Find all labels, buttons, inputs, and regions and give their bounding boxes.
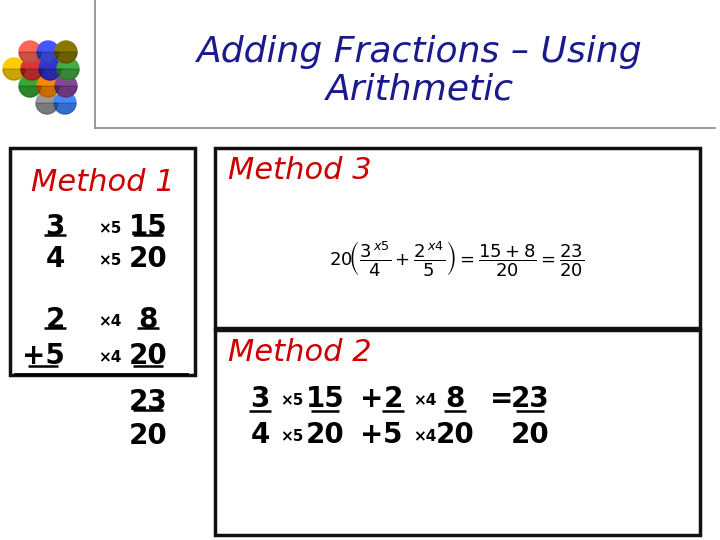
Text: Method 1: Method 1 [31, 168, 175, 197]
Text: ×4: ×4 [413, 429, 436, 444]
Wedge shape [19, 52, 41, 63]
Wedge shape [3, 69, 25, 80]
Text: ×4: ×4 [98, 350, 122, 365]
Text: 8: 8 [445, 385, 464, 413]
Text: +5: +5 [22, 342, 64, 370]
Circle shape [36, 92, 58, 114]
Circle shape [19, 41, 41, 63]
Text: 20: 20 [129, 422, 167, 450]
Circle shape [3, 58, 25, 80]
Circle shape [55, 75, 77, 97]
Text: +: + [360, 385, 383, 413]
Text: Method 3: Method 3 [228, 156, 372, 185]
FancyBboxPatch shape [10, 148, 195, 375]
Text: ×5: ×5 [280, 429, 303, 444]
FancyBboxPatch shape [215, 148, 700, 328]
Text: 20: 20 [129, 245, 167, 273]
Wedge shape [55, 86, 77, 97]
Wedge shape [37, 86, 59, 97]
Text: 2: 2 [383, 385, 402, 413]
Text: 3: 3 [251, 385, 270, 413]
Text: ×5: ×5 [98, 221, 122, 236]
Text: 20: 20 [305, 421, 344, 449]
Text: +: + [360, 421, 383, 449]
Text: 2: 2 [45, 306, 65, 334]
Circle shape [37, 41, 59, 63]
Text: 20: 20 [510, 421, 549, 449]
Text: 23: 23 [129, 388, 167, 416]
Text: $20\!\left(\dfrac{3^{\,x5}}{4}+\dfrac{2^{\,x4}}{5}\right)=\dfrac{15+8}{20}=\dfra: $20\!\left(\dfrac{3^{\,x5}}{4}+\dfrac{2^… [330, 239, 585, 278]
FancyBboxPatch shape [215, 330, 700, 535]
Text: ×4: ×4 [413, 393, 436, 408]
Wedge shape [21, 69, 43, 80]
Text: 8: 8 [138, 306, 158, 334]
Text: ×5: ×5 [280, 393, 303, 408]
Wedge shape [19, 86, 41, 97]
Wedge shape [37, 52, 59, 63]
Text: Arithmetic: Arithmetic [326, 72, 514, 106]
Wedge shape [55, 52, 77, 63]
Text: 4: 4 [45, 245, 65, 273]
Text: 5: 5 [383, 421, 402, 449]
Text: 3: 3 [45, 213, 65, 241]
Text: ×5: ×5 [98, 253, 122, 268]
Circle shape [54, 92, 76, 114]
Circle shape [21, 58, 43, 80]
Text: 4: 4 [251, 421, 270, 449]
Text: ×4: ×4 [98, 314, 122, 329]
Circle shape [39, 58, 61, 80]
Wedge shape [39, 69, 61, 80]
Wedge shape [54, 103, 76, 114]
Wedge shape [57, 69, 79, 80]
Text: 15: 15 [129, 213, 167, 241]
Text: 15: 15 [305, 385, 344, 413]
Text: Method 2: Method 2 [228, 338, 372, 367]
Wedge shape [36, 103, 58, 114]
Circle shape [19, 75, 41, 97]
Text: 20: 20 [436, 421, 474, 449]
Text: =: = [490, 385, 513, 413]
Circle shape [37, 75, 59, 97]
Text: 20: 20 [129, 342, 167, 370]
Text: Adding Fractions – Using: Adding Fractions – Using [197, 35, 643, 69]
Circle shape [57, 58, 79, 80]
Text: 23: 23 [510, 385, 549, 413]
Circle shape [55, 41, 77, 63]
